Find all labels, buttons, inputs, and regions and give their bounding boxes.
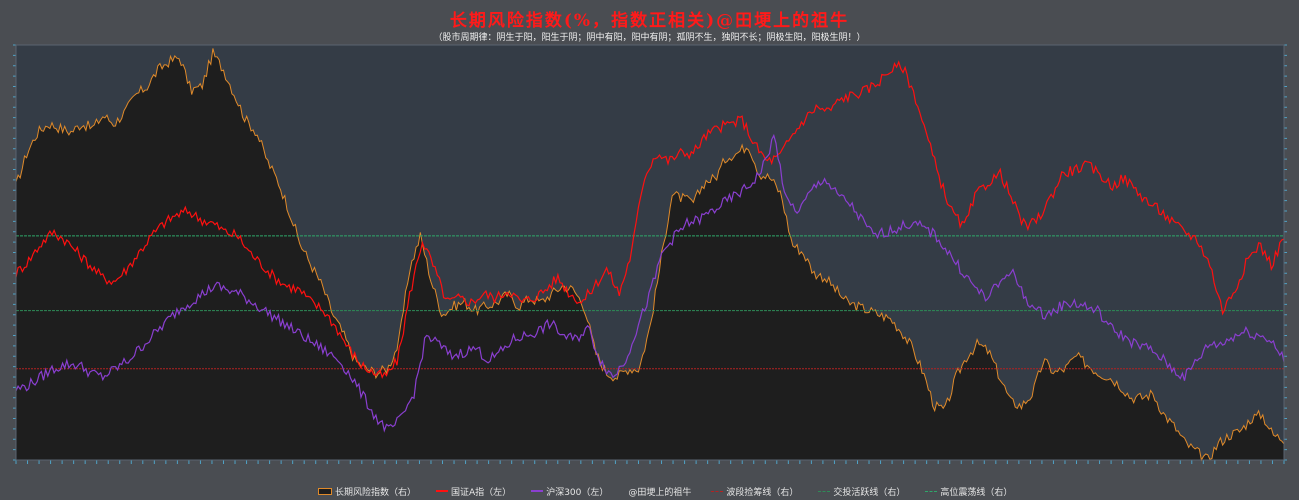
plot-border <box>15 44 1285 461</box>
chart-legend: 长期风险指数（右） 国证A指（左） 沪深300（左） @田埂上的祖牛 波段捡筹线（右） 交… <box>318 485 1032 498</box>
legend-swatch <box>925 490 938 492</box>
legend-swatch <box>436 490 449 492</box>
legend-label: 波段捡筹线（右） <box>726 487 799 498</box>
legend-item: 交投活跃线（右） <box>818 485 905 498</box>
legend-item: 高位震荡线（右） <box>925 485 1012 498</box>
legend-swatch <box>711 490 724 492</box>
legend-label: 交投活跃线（右） <box>833 487 906 498</box>
legend-label: @田埂上的祖牛 <box>628 487 692 498</box>
legend-swatch <box>318 487 332 495</box>
legend-label: 长期风险指数（右） <box>335 487 417 498</box>
legend-swatch <box>531 490 544 492</box>
legend-item: 沪深300（左） <box>531 485 608 498</box>
legend-label: 沪深300（左） <box>546 487 609 498</box>
legend-label: 国证A指（左） <box>451 487 512 498</box>
chart-title: 长期风险指数(%，指数正相关)@田埂上的祖牛 <box>449 11 850 31</box>
legend-label: 高位震荡线（右） <box>940 487 1013 498</box>
legend-swatch <box>818 490 831 492</box>
series-hs300-line <box>15 133 1285 433</box>
legend-item: 长期风险指数（右） <box>318 485 416 498</box>
series-risk-line <box>15 48 1285 462</box>
chart-subtitle: （股市周期律：阴生于阳，阳生于阴；阴中有阳，阳中有阴；孤阴不生，独阳不长；阴极生… <box>433 33 866 43</box>
series-csi-a-line <box>15 60 1285 379</box>
legend-item: @田埂上的祖牛 <box>628 485 691 498</box>
legend-item: 国证A指（左） <box>436 485 511 498</box>
series-risk-area <box>16 48 1284 461</box>
legend-item: 波段捡筹线（右） <box>711 485 798 498</box>
